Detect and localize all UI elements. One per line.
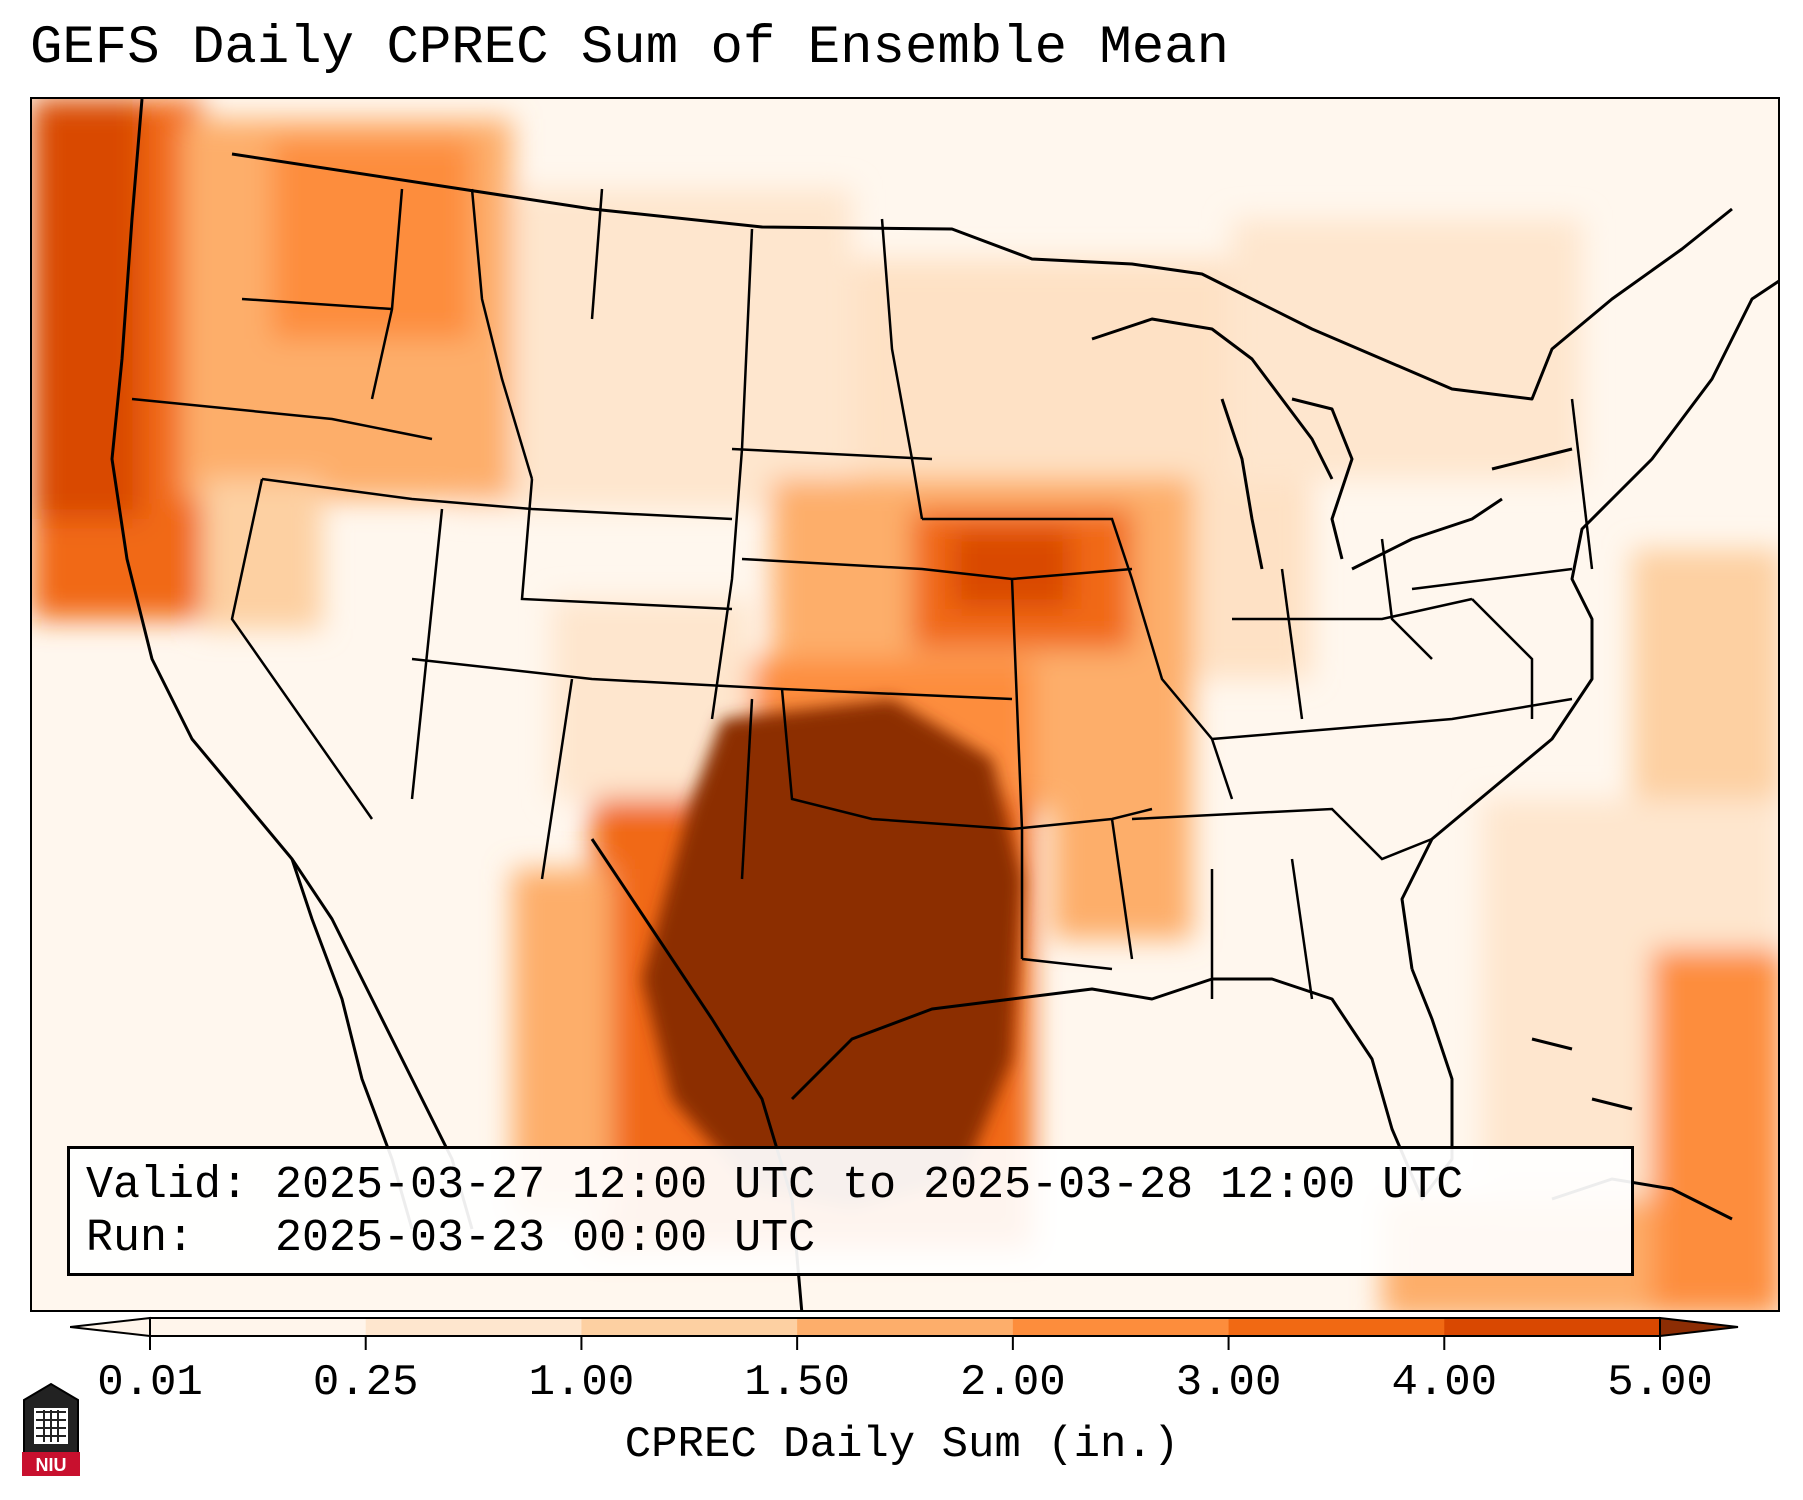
colorbar-extend-low — [70, 1316, 151, 1338]
map-title: GEFS Daily CPREC Sum of Ensemble Mean — [30, 18, 1229, 79]
logo-text: NIU — [36, 1455, 67, 1475]
heavy-precip-core — [642, 699, 1022, 1209]
colorbar-ticks — [149, 1336, 1661, 1350]
colorbar-segment — [150, 1318, 367, 1336]
colorbar-segment — [1228, 1318, 1445, 1336]
colorbar — [70, 1316, 1739, 1350]
valid-time-text: Valid: 2025-03-27 12:00 UTC to 2025-03-2… — [86, 1160, 1464, 1211]
colorbar-extend-high — [1659, 1316, 1739, 1338]
valid-run-info-box: Valid: 2025-03-27 12:00 UTC to 2025-03-2… — [67, 1146, 1634, 1276]
colorbar-tick-label: 0.01 — [97, 1358, 203, 1408]
colorbar-tick-label: 1.00 — [528, 1358, 635, 1408]
map-canvas — [32, 99, 1778, 1310]
colorbar-label: CPREC Daily Sum (in.) — [624, 1420, 1180, 1470]
precipitation-map — [30, 97, 1780, 1312]
niu-logo: NIU — [22, 1382, 80, 1476]
colorbar-tick-label: 2.00 — [960, 1358, 1066, 1408]
colorbar-tick-label: 0.25 — [312, 1358, 419, 1408]
colorbar-segments — [70, 1316, 1739, 1338]
colorbar-tick-label: 1.50 — [744, 1358, 850, 1408]
state-lines — [131, 188, 1594, 1000]
colorbar-segment — [1444, 1318, 1661, 1336]
colorbar-tick-label: 5.00 — [1607, 1358, 1713, 1408]
colorbar-segment — [1012, 1318, 1230, 1336]
colorbar-segment — [797, 1318, 1014, 1336]
colorbar-segment — [581, 1318, 798, 1336]
colorbar-outline — [149, 1317, 1661, 1337]
colorbar-tick-label: 3.00 — [1175, 1358, 1282, 1408]
colorbar-segment — [365, 1318, 582, 1336]
colorbar-tick-label: 4.00 — [1391, 1358, 1498, 1408]
run-time-text: Run: 2025-03-23 00:00 UTC — [86, 1213, 816, 1264]
